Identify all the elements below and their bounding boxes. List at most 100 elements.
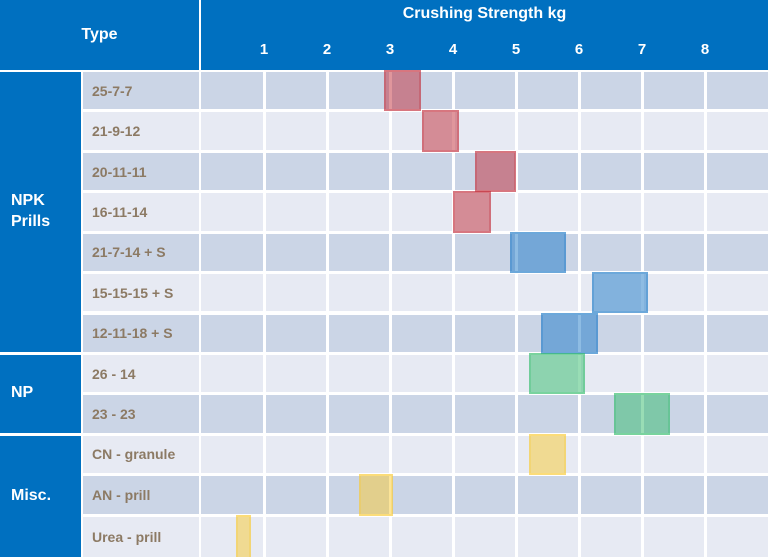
row-label-cell: 15-15-15 + S (83, 274, 199, 312)
gridline (325, 274, 329, 312)
range-bar (528, 433, 567, 476)
range-bar (383, 70, 422, 112)
row-label: 21-9-12 (92, 123, 141, 140)
gridline (325, 152, 329, 191)
gridline (325, 354, 329, 393)
row-label: Urea - prill (92, 528, 162, 545)
gridline (640, 193, 644, 231)
gridline (514, 395, 518, 433)
gridline (703, 152, 707, 191)
gridline (262, 476, 266, 514)
gridline (703, 274, 707, 312)
gridline (325, 233, 329, 272)
gridline (325, 516, 329, 557)
range-bar (453, 191, 491, 233)
gridline (703, 193, 707, 231)
gridline (514, 112, 518, 150)
chart-row-cell (201, 312, 768, 354)
range-bar (235, 514, 252, 557)
gridline (703, 395, 707, 433)
chart-row-cell (201, 474, 768, 516)
gridline (577, 112, 581, 150)
gridline (451, 152, 455, 191)
row-label: 21-7-14 + S (92, 244, 166, 261)
gridline (451, 233, 455, 272)
row-label: AN - prill (92, 486, 151, 503)
axis-tick-label: 2 (322, 41, 332, 58)
row-label: CN - granule (92, 446, 176, 463)
group-cell: NPK Prills (0, 72, 81, 352)
row-label-cell: 25-7-7 (83, 72, 199, 110)
gridline (388, 193, 392, 231)
row-label-cell: 12-11-18 + S (83, 314, 199, 352)
gridline (388, 516, 392, 557)
axis-tick-label: 5 (511, 41, 521, 58)
gridline (388, 435, 392, 474)
gridline (388, 274, 392, 312)
gridline (262, 314, 266, 352)
gridline (514, 193, 518, 231)
row-label: 15-15-15 + S (92, 284, 174, 301)
gridline (640, 435, 644, 474)
gridline (640, 516, 644, 557)
gridline (325, 476, 329, 514)
row-label: 23 - 23 (92, 406, 136, 423)
gridline (577, 233, 581, 272)
gridline (577, 435, 581, 474)
gridline (262, 395, 266, 433)
gridline (262, 152, 266, 191)
gridline (577, 72, 581, 110)
range-bar (421, 110, 460, 152)
gridline (262, 354, 266, 393)
gridline (451, 354, 455, 393)
row-label: 25-7-7 (92, 82, 133, 99)
gridline (514, 354, 518, 393)
row-label: 16-11-14 (92, 203, 148, 220)
range-bar (475, 150, 516, 193)
gridline (703, 314, 707, 352)
group-cell: NP (0, 354, 81, 433)
axis-tick-label: 4 (448, 41, 458, 58)
gridline (577, 193, 581, 231)
chart-row-cell (201, 231, 768, 274)
gridline (703, 112, 707, 150)
gridline (640, 354, 644, 393)
gridline (514, 72, 518, 110)
gridline (325, 314, 329, 352)
gridline (388, 152, 392, 191)
axis-tick-label: 7 (637, 41, 647, 58)
gridline (451, 395, 455, 433)
chart-row-cell (201, 110, 768, 152)
gridline (577, 152, 581, 191)
axis-tick-label: 3 (385, 41, 395, 58)
row-label-cell: Urea - prill (83, 516, 199, 557)
row-label-cell: 21-7-14 + S (83, 233, 199, 272)
gridline (514, 152, 518, 191)
chart-row-cell (201, 433, 768, 476)
gridline (577, 476, 581, 514)
gridline (640, 152, 644, 191)
chart-row-cell (201, 393, 768, 435)
gridline (640, 476, 644, 514)
row-label-cell: AN - prill (83, 476, 199, 514)
gridline (451, 476, 455, 514)
range-bar (528, 352, 586, 395)
gridline (388, 354, 392, 393)
gridline (514, 435, 518, 474)
row-label: 20-11-11 (92, 163, 147, 180)
axis-tick-label: 6 (574, 41, 584, 58)
chart-title: Crushing Strength kg (402, 5, 567, 22)
type-header-cell: Type (0, 0, 199, 70)
gridline (640, 314, 644, 352)
gridline (388, 112, 392, 150)
gridline (514, 314, 518, 352)
row-label-cell: 20-11-11 (83, 152, 199, 191)
gridline (325, 112, 329, 150)
gridline (262, 112, 266, 150)
gridline (325, 395, 329, 433)
range-bar (613, 393, 671, 435)
axis-tick-label: 1 (259, 41, 269, 58)
range-bar (358, 474, 394, 516)
chart-row-cell (201, 352, 768, 395)
gridline (703, 233, 707, 272)
